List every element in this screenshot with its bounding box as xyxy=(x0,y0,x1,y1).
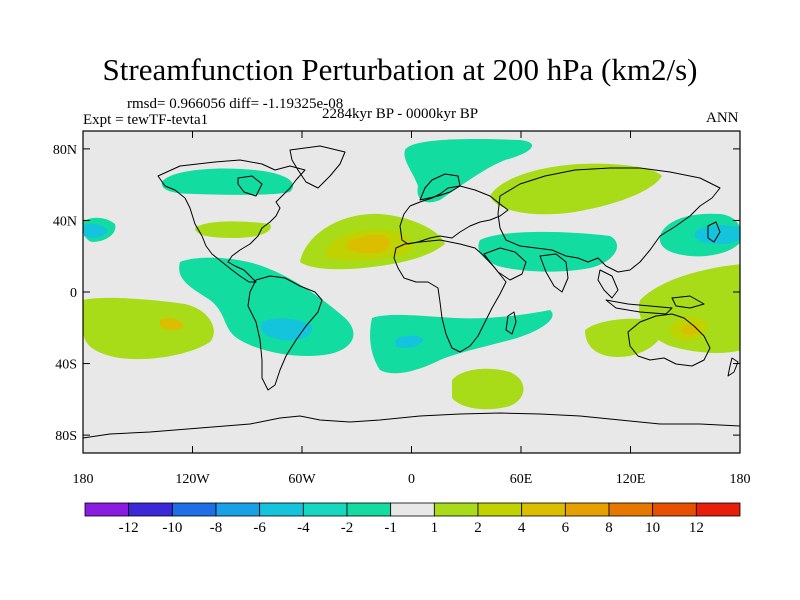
colorbar-swatch xyxy=(652,502,697,517)
season-label: ANN xyxy=(706,110,739,126)
contour-canada-high xyxy=(195,221,271,238)
colorbar-swatch xyxy=(128,502,173,517)
coast-southeast-asia xyxy=(597,269,619,299)
contour-south-pacific-high xyxy=(83,297,214,360)
contour-greenland-low xyxy=(404,139,532,203)
colorbar-label: 12 xyxy=(689,520,704,536)
lon-tick-label: 60E xyxy=(510,472,533,487)
colorbar-swatch xyxy=(84,502,130,517)
contour-south-pacific-core xyxy=(160,318,184,331)
coast-greenland xyxy=(289,145,346,189)
coast-new-guinea xyxy=(671,295,705,309)
colorbar-swatch xyxy=(215,502,261,517)
coast-indonesia xyxy=(605,299,673,315)
colorbar-label: -2 xyxy=(341,520,354,536)
lon-tick-label: 180 xyxy=(73,472,94,487)
colorbar-swatch xyxy=(302,502,348,517)
coast-arabia xyxy=(483,247,527,281)
lat-tick-label: 0 xyxy=(70,286,77,301)
colorbar-label: 10 xyxy=(645,520,660,536)
lon-tick-label: 180 xyxy=(730,472,751,487)
lon-tick-label: 120E xyxy=(616,472,646,487)
colorbar-swatch xyxy=(433,502,479,517)
coast-japan xyxy=(707,221,721,243)
coast-antarctica xyxy=(83,412,740,439)
contour-indian-ocean-high xyxy=(585,318,663,357)
colorbar-label: 6 xyxy=(562,520,570,536)
coast-europe xyxy=(399,185,509,245)
lon-tick-label: 60W xyxy=(288,472,316,487)
experiment-label: Expt = tewTF-tevta1 xyxy=(83,112,209,128)
contour-south-atlantic-core xyxy=(395,335,424,348)
contour-east-asia-core xyxy=(694,225,740,244)
colorbar-swatch xyxy=(171,502,217,517)
contour-south-indian-high xyxy=(452,368,524,410)
coastlines xyxy=(83,145,740,439)
coast-asia xyxy=(497,167,721,273)
lat-tick-label: 40S xyxy=(55,358,77,373)
longitude-axis: 180 120W 60W 0 60E 120E 180 xyxy=(73,131,751,487)
colorbar-label: -6 xyxy=(253,520,266,536)
lon-tick-label: 120W xyxy=(175,472,210,487)
colorbar: -12 -10 -8 -6 -4 -2 -1 1 2 4 6 8 10 12 xyxy=(84,502,741,536)
colorbar-label: 2 xyxy=(474,520,482,536)
coast-south-america xyxy=(247,275,323,391)
period-label: 2284kyr BP - 0000kyr BP xyxy=(322,106,479,122)
lon-tick-label: 0 xyxy=(408,472,415,487)
coast-africa xyxy=(393,239,507,353)
latitude-axis: 80N 40N 0 40S 80S xyxy=(53,143,740,444)
colorbar-label: -12 xyxy=(119,520,139,536)
colorbar-swatch xyxy=(477,502,523,517)
contour-west-pacific-core xyxy=(83,223,108,238)
contour-mediterranean-low xyxy=(478,231,618,272)
colorbar-label: 1 xyxy=(431,520,439,536)
colorbar-label: -10 xyxy=(162,520,182,536)
contour-north-atlantic-center xyxy=(345,235,391,254)
contour-australia-high xyxy=(639,264,740,353)
coast-hudson-bay xyxy=(237,175,263,197)
coast-india xyxy=(539,253,569,293)
lat-tick-label: 80S xyxy=(55,429,77,444)
colorbar-swatch xyxy=(390,502,435,517)
coast-australia xyxy=(627,313,711,367)
colorbar-label: 4 xyxy=(518,520,526,536)
colorbar-label: 8 xyxy=(605,520,613,536)
colorbar-swatch xyxy=(346,502,392,517)
colorbar-label: -1 xyxy=(384,520,397,536)
colorbar-swatch xyxy=(259,502,304,517)
contour-siberia-high xyxy=(490,163,662,215)
stats-label: rmsd= 0.966056 diff= -1.19325e-08 xyxy=(127,96,344,112)
colorbar-swatch xyxy=(564,502,610,517)
map-title: Streamfunction Perturbation at 200 hPa (… xyxy=(102,52,698,87)
lat-tick-label: 40N xyxy=(53,214,77,229)
coast-new-zealand xyxy=(727,357,739,377)
colorbar-swatch xyxy=(521,502,566,517)
colorbar-swatch xyxy=(695,502,741,517)
colorbar-swatch xyxy=(608,502,654,517)
colorbar-label: -8 xyxy=(210,520,223,536)
coast-madagascar xyxy=(505,311,517,335)
colorbar-label: -4 xyxy=(297,520,310,536)
coast-north-america xyxy=(157,159,306,283)
lat-tick-label: 80N xyxy=(53,143,77,158)
coast-scandinavia xyxy=(419,173,461,201)
